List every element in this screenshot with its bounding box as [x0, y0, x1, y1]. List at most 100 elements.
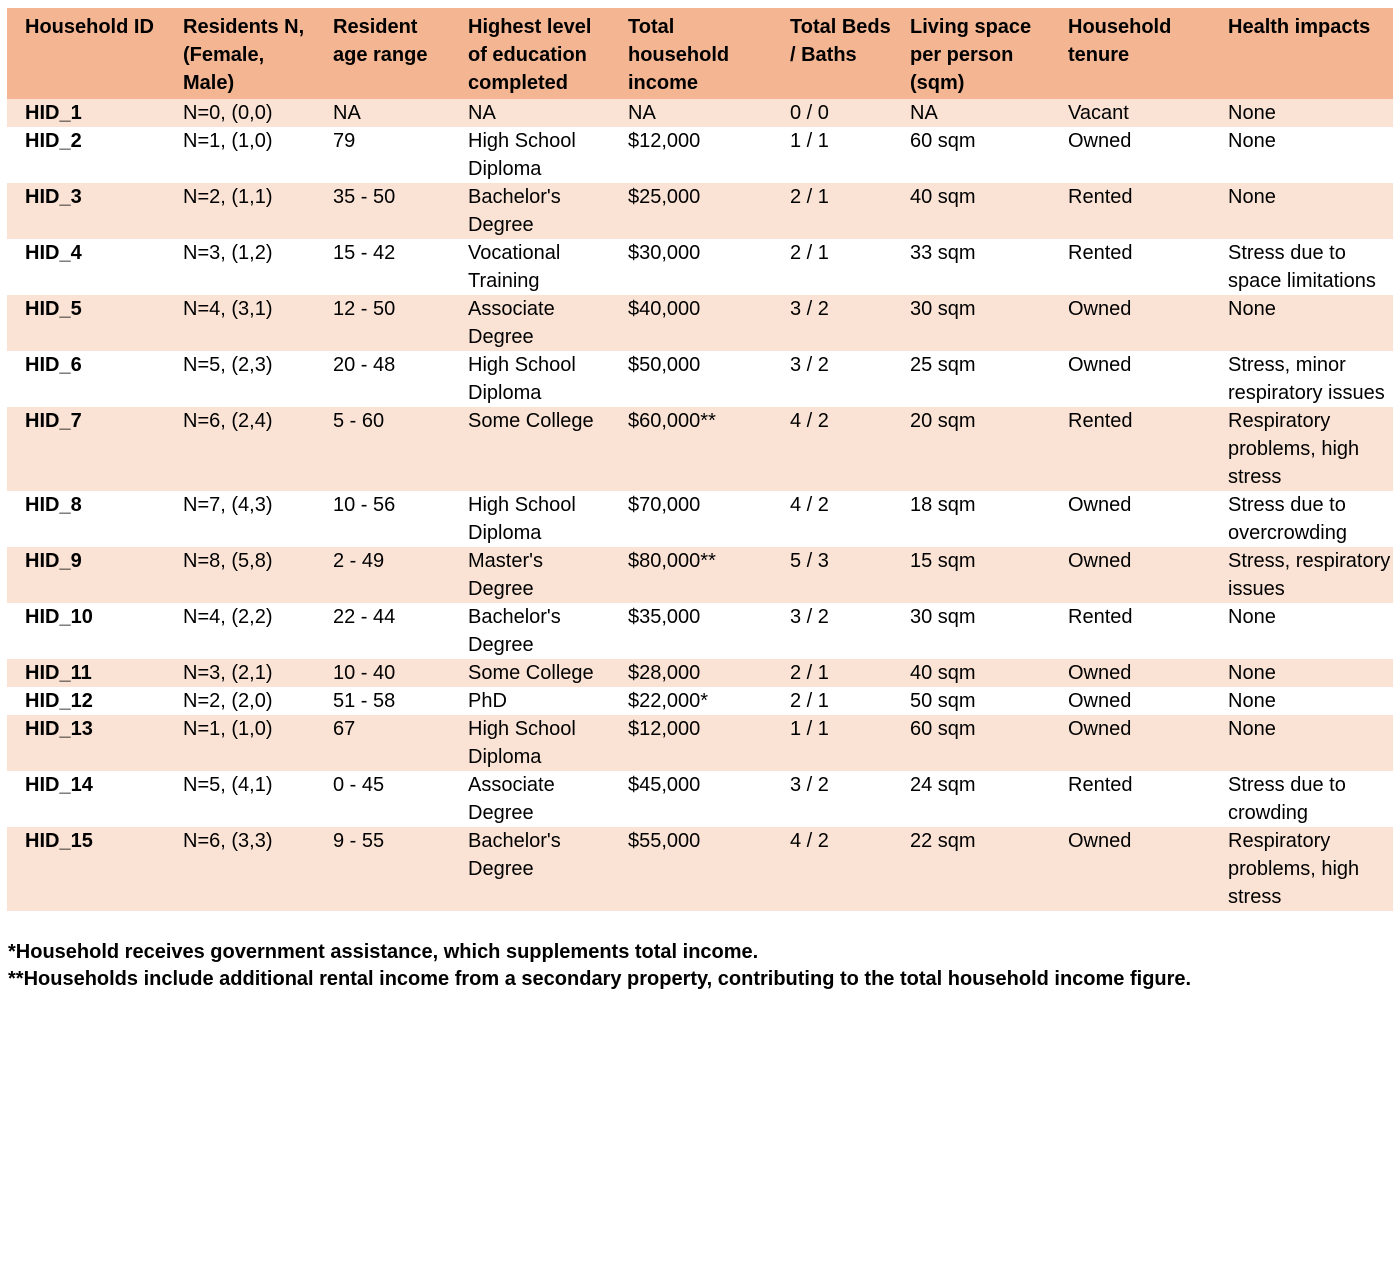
table-row: HID_7 N=6, (2,4) 5 - 60 Some College $60,000… — [7, 407, 1393, 491]
cell-residents: N=2, (1,1) — [165, 183, 315, 239]
cell-age-range: 12 - 50 — [315, 295, 450, 351]
cell-education: High School Diploma — [468, 354, 576, 404]
cell-tenure: Rented — [1068, 774, 1133, 796]
col-header-education: Highest level of education completed — [450, 8, 610, 99]
cell-household-id: HID_7 — [7, 407, 165, 491]
cell-income: $35,000 — [628, 606, 701, 628]
cell-education: High School Diploma — [468, 494, 576, 544]
col-header-health-impacts: Health impacts — [1210, 8, 1393, 99]
col-header-residents: Residents N, (Female, Male) — [165, 8, 315, 99]
cell-household-id: HID_9 — [7, 547, 165, 603]
cell-health-impacts: Stress due to crowding — [1228, 774, 1346, 824]
cell-age-range: 0 - 45 — [333, 774, 385, 796]
cell-household-id: HID_6 — [25, 354, 82, 376]
cell-age-range: 20 - 48 — [333, 354, 396, 376]
cell-household-id: HID_8 — [25, 494, 82, 516]
cell-health-impacts: Stress due to overcrowding — [1228, 494, 1347, 544]
cell-tenure: Owned — [1050, 295, 1210, 351]
cell-health-impacts: None — [1228, 606, 1276, 628]
cell-tenure: Owned — [1068, 354, 1132, 376]
cell-living-space: NA — [892, 99, 1050, 127]
cell-education: NA — [450, 99, 610, 127]
cell-age-range: 79 — [333, 130, 356, 152]
cell-residents: N=5, (2,3) — [183, 354, 273, 376]
cell-health-impacts: Respiratory problems, high stress — [1210, 407, 1393, 491]
cell-income: $28,000 — [610, 659, 772, 687]
cell-residents: N=3, (1,2) — [183, 242, 273, 264]
cell-household-id: HID_12 — [25, 690, 93, 712]
cell-age-range: 15 - 42 — [333, 242, 396, 264]
cell-beds-baths: 1 / 1 — [772, 715, 892, 771]
cell-income: $12,000 — [628, 130, 701, 152]
cell-income: $22,000* — [628, 690, 709, 712]
cell-beds-baths: 0 / 0 — [772, 99, 892, 127]
cell-household-id: HID_13 — [7, 715, 165, 771]
cell-residents: N=7, (4,3) — [183, 494, 273, 516]
cell-education: Master's Degree — [450, 547, 610, 603]
cell-living-space: 60 sqm — [892, 715, 1050, 771]
cell-residents: N=8, (5,8) — [165, 547, 315, 603]
cell-household-id: HID_5 — [7, 295, 165, 351]
col-header-tenure: Household tenure — [1050, 8, 1210, 99]
cell-living-space: 30 sqm — [892, 295, 1050, 351]
cell-beds-baths: 2 / 1 — [790, 242, 829, 264]
cell-age-range: 9 - 55 — [315, 827, 450, 911]
cell-living-space: 40 sqm — [892, 659, 1050, 687]
cell-living-space: 60 sqm — [910, 130, 976, 152]
cell-beds-baths: 4 / 2 — [772, 827, 892, 911]
cell-education: Some College — [450, 407, 610, 491]
cell-income: $30,000 — [628, 242, 701, 264]
cell-education: Associate Degree — [450, 295, 610, 351]
cell-age-range: 51 - 58 — [333, 690, 396, 712]
cell-income: $50,000 — [628, 354, 701, 376]
cell-residents: N=6, (3,3) — [165, 827, 315, 911]
cell-age-range: 2 - 49 — [315, 547, 450, 603]
cell-education: High School Diploma — [450, 715, 610, 771]
cell-health-impacts: None — [1210, 295, 1393, 351]
cell-education: Bachelor's Degree — [450, 183, 610, 239]
footnote-government-assistance: *Household receives government assistanc… — [8, 941, 759, 963]
table-row: HID_14 N=5, (4,1) 0 - 45 Associate Degree $4… — [7, 771, 1393, 827]
cell-income: $60,000** — [610, 407, 772, 491]
table-row: HID_11 N=3, (2,1) 10 - 40 Some College $28,0… — [7, 659, 1393, 687]
cell-health-impacts: None — [1210, 183, 1393, 239]
cell-beds-baths: 3 / 2 — [790, 606, 829, 628]
cell-residents: N=6, (2,4) — [165, 407, 315, 491]
cell-health-impacts: Respiratory problems, high stress — [1210, 827, 1393, 911]
cell-age-range: 10 - 40 — [315, 659, 450, 687]
cell-income: NA — [610, 99, 772, 127]
cell-health-impacts: None — [1228, 130, 1276, 152]
cell-household-id: HID_14 — [25, 774, 93, 796]
col-header-living-space: Living space per person (sqm) — [892, 8, 1050, 99]
cell-education: Bachelor's Degree — [468, 606, 561, 656]
col-header-household-id: Household ID — [7, 8, 165, 99]
cell-age-range: 67 — [315, 715, 450, 771]
cell-income: $70,000 — [628, 494, 701, 516]
cell-health-impacts: None — [1210, 659, 1393, 687]
cell-beds-baths: 2 / 1 — [790, 690, 829, 712]
cell-living-space: 40 sqm — [892, 183, 1050, 239]
cell-tenure: Owned — [1068, 130, 1132, 152]
table-row: HID_12 N=2, (2,0) 51 - 58 PhD $22,000* 2 / 1 5… — [7, 687, 1393, 715]
cell-income: $80,000** — [610, 547, 772, 603]
cell-beds-baths: 3 / 2 — [790, 774, 829, 796]
footnote-rental-income: **Households include additional rental i… — [8, 968, 1192, 990]
cell-income: $55,000 — [610, 827, 772, 911]
cell-education: PhD — [468, 690, 507, 712]
cell-living-space: 20 sqm — [892, 407, 1050, 491]
cell-residents: N=0, (0,0) — [165, 99, 315, 127]
cell-tenure: Vacant — [1050, 99, 1210, 127]
cell-living-space: 25 sqm — [910, 354, 976, 376]
table-row: HID_8 N=7, (4,3) 10 - 56 High School Diplom… — [7, 491, 1393, 547]
col-header-beds-baths: Total Beds / Baths — [772, 8, 892, 99]
cell-living-space: 18 sqm — [910, 494, 976, 516]
household-table: Household ID Residents N, (Female, Male)… — [7, 8, 1393, 911]
cell-living-space: 30 sqm — [910, 606, 976, 628]
cell-education: Some College — [450, 659, 610, 687]
cell-health-impacts: Stress, respiratory issues — [1210, 547, 1393, 603]
cell-household-id: HID_3 — [7, 183, 165, 239]
cell-health-impacts: Stress due to space limitations — [1228, 242, 1376, 292]
cell-income: $25,000 — [610, 183, 772, 239]
cell-beds-baths: 2 / 1 — [772, 183, 892, 239]
